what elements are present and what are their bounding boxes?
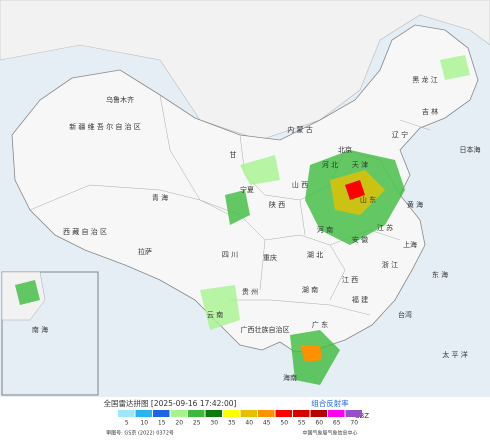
map-label: 天 津 (352, 161, 368, 169)
map-label: 拉萨 (138, 247, 152, 256)
map-label: 河 南 (317, 225, 333, 234)
map-label: 北京 (338, 145, 352, 154)
map-label: 陕 西 (269, 200, 285, 209)
legend-title: 全国雷达拼图 [2025-09-16 17:42:00] (104, 398, 237, 408)
map-label: 河 北 (322, 161, 338, 169)
legend-value: 5 (125, 420, 129, 427)
map-label: 上海 (403, 240, 417, 249)
map-label: 海南 (283, 373, 297, 382)
echo (225, 190, 250, 225)
legend-value: 30 (210, 420, 218, 427)
map-label: 黄 海 (407, 200, 423, 209)
legend-value: 55 (298, 420, 306, 427)
echo (300, 345, 322, 362)
map-label: 湖 北 (307, 250, 323, 259)
radar-echoes (200, 55, 470, 385)
map-label: 重庆 (263, 253, 277, 262)
map-label: 江 苏 (377, 223, 393, 232)
map-label: 西 藏 自 治 区 (63, 227, 107, 236)
map-label: 太 平 洋 (442, 350, 467, 359)
map-label: 四 川 (222, 251, 238, 259)
map-label: 辽 宁 (392, 130, 408, 139)
legend-value: 70 (350, 420, 358, 427)
legend-product: 组合反射率 (311, 398, 349, 408)
map-label: 青 海 (152, 193, 168, 202)
legend-swatch (118, 410, 135, 417)
map-label: 山 东 (360, 195, 376, 204)
legend-value: 25 (193, 420, 201, 427)
source: 中国气象局气象信息中心 (302, 430, 357, 437)
echo (440, 55, 470, 80)
map-label: 广西壮族自治区 (241, 325, 290, 334)
legend-swatch (328, 410, 345, 417)
map-label: 东 海 (432, 270, 448, 279)
legend-value: 50 (280, 420, 288, 427)
map-label: 贵 州 (242, 287, 258, 296)
map-label: 吉 林 (422, 107, 438, 116)
map-label: 台湾 (398, 310, 412, 319)
review-number: 审图号: GS京 (2022) 0372号 (106, 430, 174, 437)
legend-swatch (275, 410, 292, 417)
neighbor-land (0, 0, 490, 141)
echo (240, 155, 280, 185)
legend-value: 40 (245, 420, 253, 427)
echo (200, 285, 240, 330)
map-label: 广 东 (312, 320, 328, 329)
map-label: 南 海 (32, 325, 48, 334)
map-label: 新 疆 维 吾 尔 自 治 区 (69, 122, 141, 131)
legend-swatch (135, 410, 152, 417)
legend-swatch (293, 410, 310, 417)
legend-swatch (345, 410, 362, 417)
legend-value: 15 (158, 420, 166, 427)
map-label: 江 西 (342, 276, 358, 284)
map-label: 云 南 (207, 310, 223, 319)
map-label: 甘 (230, 150, 237, 159)
legend-value: 60 (315, 420, 323, 427)
legend-value: 65 (333, 420, 341, 427)
map-label: 黑 龙 江 (412, 75, 437, 84)
legend-swatch (223, 410, 240, 417)
legend-swatch (153, 410, 170, 417)
legend-swatch (310, 410, 327, 417)
map-label: 浙 江 (382, 260, 398, 269)
legend-swatch (188, 410, 205, 417)
map-label: 福 建 (352, 295, 368, 304)
legend-value: 20 (175, 420, 183, 427)
legend-value: 45 (263, 420, 271, 427)
map-label: 日本海 (460, 145, 481, 154)
legend-panel (0, 397, 490, 439)
legend-swatch (170, 410, 187, 417)
map-label: 山 西 (292, 180, 308, 189)
china-land (11, 24, 479, 353)
map-label: 安 徽 (352, 235, 368, 244)
legend-swatch (258, 410, 275, 417)
map-label: 内 蒙 古 (287, 125, 312, 134)
legend-value: 10 (140, 420, 148, 427)
map-label: 湖 南 (302, 285, 318, 294)
map-label: 宁夏 (240, 185, 254, 194)
map-label: 乌鲁木齐 (106, 95, 134, 104)
echo (345, 180, 365, 200)
legend-swatch (240, 410, 257, 417)
legend-unit: dBZ (355, 412, 369, 420)
legend-swatch (205, 410, 222, 417)
legend-value: 35 (228, 420, 236, 427)
echo (15, 280, 40, 305)
